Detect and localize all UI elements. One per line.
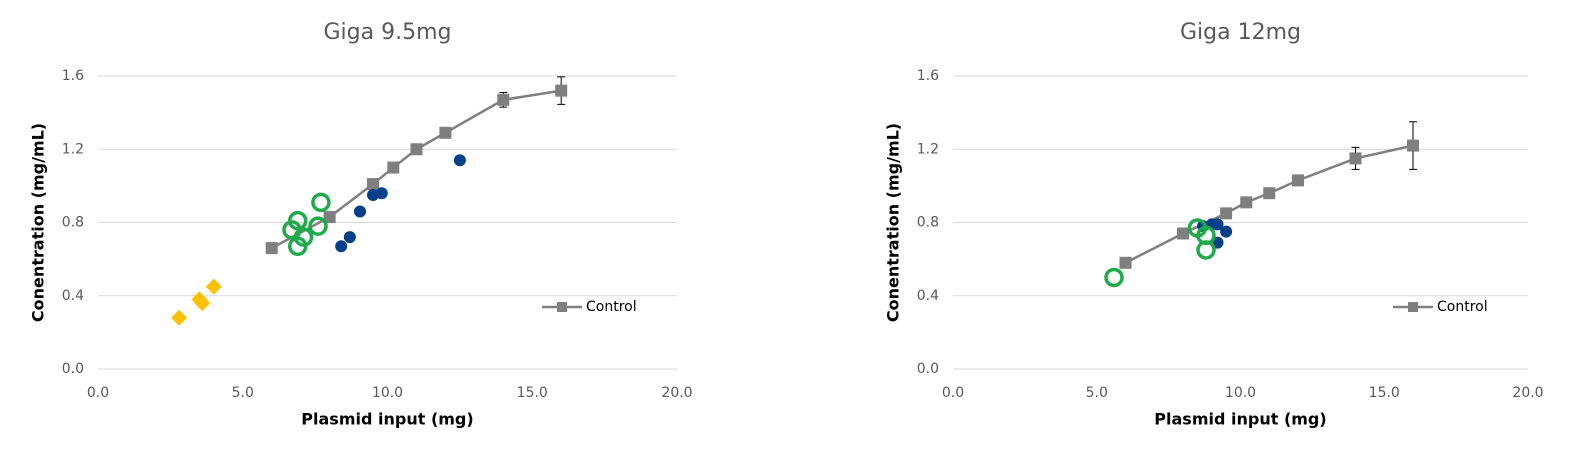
legend-item: Control: [1393, 299, 1488, 315]
dot-marker: [335, 240, 348, 253]
square-marker: [1349, 152, 1362, 165]
y-axis-label: Conentration (mg/mL): [884, 123, 903, 322]
ring-marker: [311, 192, 331, 213]
square-marker: [497, 93, 510, 106]
dot-marker: [1211, 218, 1224, 231]
square-marker: [367, 178, 380, 191]
x-tick-label: 0.0: [87, 385, 109, 401]
y-tick-label: 1.6: [917, 68, 939, 84]
dot-marker: [375, 187, 388, 200]
legend-label: Control: [586, 299, 637, 315]
legend-label: Control: [1437, 299, 1488, 315]
x-tick-label: 5.0: [1086, 385, 1108, 401]
chart-title: Giga 9.5mg: [324, 20, 452, 45]
ring-marker: [1196, 240, 1216, 260]
x-tick-label: 20.0: [661, 385, 692, 401]
square-marker: [323, 211, 336, 224]
chart: Giga 12mg 0.0 0.4 0.8 1.2 1.6 0.0 5.0 10.0 15.0 20…: [884, 20, 1544, 429]
dot-marker: [343, 231, 356, 244]
y-tick-label: 0.4: [62, 288, 84, 304]
x-axis-label: Plasmid input (mg): [1154, 410, 1326, 429]
chart-title: Giga 12mg: [1180, 20, 1301, 45]
y-tick-label: 0.0: [917, 361, 939, 377]
square-marker: [1240, 196, 1253, 209]
series-line: [271, 89, 562, 250]
y-tick-label: 0.8: [917, 215, 939, 231]
square-marker: [387, 161, 400, 174]
dot-marker: [1220, 225, 1233, 238]
ring-marker: [308, 216, 328, 236]
x-tick-label: 20.0: [1512, 385, 1543, 401]
square-marker: [1407, 139, 1419, 152]
square-marker: [1220, 207, 1233, 220]
square-marker: [1292, 174, 1304, 187]
legend-marker: [557, 302, 567, 312]
x-tick-label: 5.0: [232, 385, 254, 401]
y-axis-label: Conentration (mg/mL): [29, 123, 48, 322]
diamond-marker: [205, 278, 222, 295]
legend-marker: [1408, 302, 1418, 312]
diamond-marker: [171, 309, 188, 326]
y-tick-label: 0.0: [62, 361, 84, 377]
y-tick-label: 1.6: [62, 68, 84, 84]
x-tick-label: 15.0: [1369, 385, 1400, 401]
x-axis-label: Plasmid input (mg): [301, 410, 473, 429]
square-marker: [439, 126, 452, 139]
ring-marker: [288, 236, 308, 257]
diamond-marker: [194, 295, 211, 312]
dot-marker: [453, 154, 466, 167]
series-line: [1124, 144, 1414, 264]
x-tick-label: 10.0: [372, 385, 403, 401]
square-marker: [265, 242, 278, 255]
y-tick-label: 1.2: [62, 141, 84, 157]
ring-marker: [1104, 267, 1124, 288]
square-marker: [1119, 256, 1132, 269]
square-marker: [1263, 187, 1276, 200]
x-tick-label: 15.0: [517, 385, 548, 401]
legend-item: Control: [542, 299, 637, 315]
y-tick-label: 0.4: [917, 288, 939, 304]
y-tick-label: 0.8: [62, 215, 84, 231]
x-tick-label: 10.0: [1225, 385, 1256, 401]
square-marker: [1177, 227, 1189, 240]
x-tick-label: 0.0: [942, 385, 964, 401]
square-marker: [555, 84, 568, 97]
y-tick-label: 1.2: [917, 141, 939, 157]
chart: Giga 9.5mg 0.0 0.4 0.8 1.2 1.6 0.0 5.0 10.0 15.0 2…: [29, 20, 693, 429]
dot-marker: [353, 205, 366, 218]
square-marker: [410, 143, 423, 156]
